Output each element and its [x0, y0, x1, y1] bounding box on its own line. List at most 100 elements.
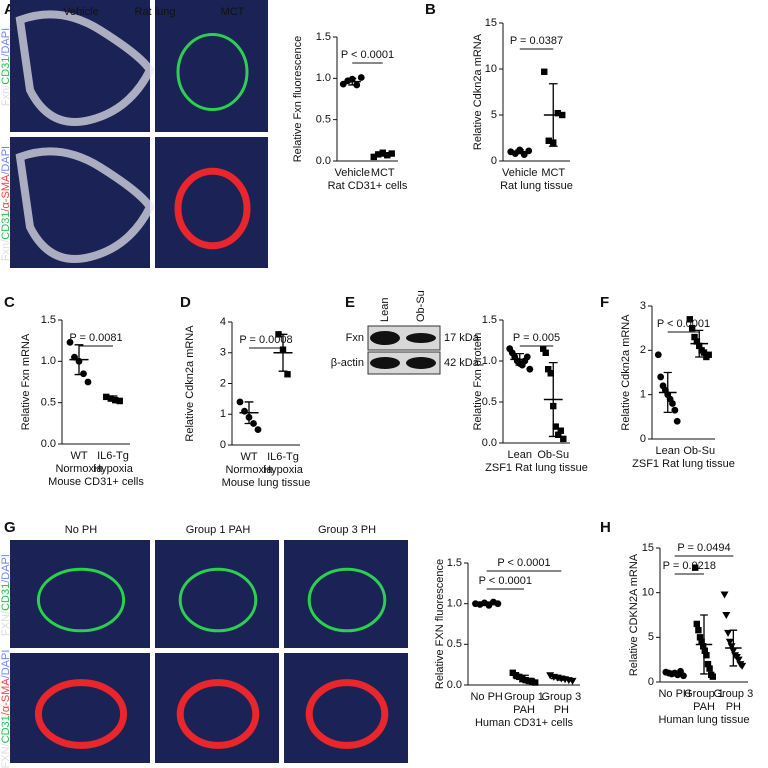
error-bar	[548, 83, 558, 147]
stain-part: /DAPI	[0, 650, 12, 679]
y-axis-label: Relative Cdkn2a mRNA	[472, 33, 484, 150]
data-point	[669, 400, 676, 407]
x-axis-label: Human lung tissue	[658, 714, 749, 726]
data-point	[560, 435, 567, 443]
data-point	[698, 638, 705, 645]
y-tick-label: 1	[220, 408, 226, 420]
error-bar	[108, 395, 118, 402]
data-point	[116, 397, 123, 405]
error-bar	[695, 329, 704, 358]
data-point	[724, 629, 733, 637]
vessel	[174, 167, 251, 250]
data-point	[692, 564, 699, 571]
y-tick-label: 15	[642, 542, 654, 554]
data-point	[275, 331, 282, 338]
data-point	[353, 81, 361, 89]
data-point	[80, 370, 87, 378]
band-size: 17 kDa	[444, 332, 480, 344]
data-point	[388, 150, 395, 157]
data-point	[66, 338, 74, 346]
data-point	[738, 662, 747, 670]
stain-part: CD31	[0, 212, 12, 240]
x-tick-label: IL6-Tg	[97, 450, 129, 462]
p-value: P = 0.0081	[69, 332, 122, 344]
error-bar	[519, 674, 529, 683]
y-tick-label: 2	[640, 344, 646, 356]
error-bar	[548, 361, 558, 438]
lane-label: Ob-Su	[415, 290, 427, 322]
data-point	[520, 151, 528, 158]
stain-label: FXN/CD31/α-SMA/DAPI	[0, 650, 12, 768]
error-bar	[729, 629, 738, 667]
panel-letter: A	[4, 1, 15, 18]
panel-letter: E	[345, 294, 355, 311]
data-point	[254, 426, 262, 434]
data-point	[654, 351, 662, 359]
y-tick-label: 0.5	[41, 397, 56, 409]
x-tick-label: WT	[240, 451, 257, 463]
p-value: P < 0.0001	[497, 557, 550, 569]
y-axis-label: Relative Fxn protein	[472, 333, 484, 431]
y-tick-label: 0	[220, 439, 226, 451]
data-point	[706, 665, 713, 672]
y-tick-label: 0.0	[447, 679, 462, 691]
data-point	[704, 660, 712, 668]
y-axis-label: Relative FXN fluorescence	[434, 559, 446, 689]
x-tick-sublabel: Normoxia	[55, 463, 103, 475]
data-point	[532, 679, 539, 686]
x-tick-sublabel: PH	[726, 701, 741, 713]
data-point	[691, 333, 698, 341]
data-point	[84, 378, 92, 386]
y-tick-label: 1.5	[482, 314, 497, 326]
data-point	[688, 324, 696, 332]
vessel	[178, 567, 258, 633]
y-tick-label: 3	[640, 300, 646, 312]
y-tick-label: 1.0	[447, 598, 462, 610]
data-point	[671, 406, 679, 414]
lane-label: Lean	[379, 298, 391, 322]
x-tick-label: IL6-Tg	[267, 451, 299, 463]
error-bar	[556, 676, 567, 681]
error-bar	[378, 152, 387, 157]
x-tick-label: Group 1	[504, 691, 544, 703]
data-point	[720, 591, 729, 599]
micrograph	[155, 0, 268, 132]
error-bar	[515, 149, 525, 155]
column-label: MCT	[221, 6, 245, 18]
data-point	[722, 612, 731, 619]
data-point	[696, 634, 704, 641]
data-point	[700, 643, 707, 650]
x-tick-label: No PH	[658, 688, 690, 700]
data-point	[568, 677, 577, 685]
data-point	[236, 398, 244, 406]
stain-label: Fxn/CD31/α-SMA/DAPI	[0, 146, 12, 261]
tissue	[15, 147, 155, 263]
data-point	[284, 371, 291, 378]
data-point	[701, 647, 708, 654]
x-axis-label: Human CD31+ cells	[475, 717, 574, 729]
stain-label: FXN/CD31/DAPI	[0, 554, 12, 636]
p-value: P = 0.0008	[239, 334, 292, 346]
data-point	[555, 431, 562, 438]
y-tick-label: 0.5	[482, 396, 497, 408]
data-point	[673, 417, 681, 425]
y-tick-label: 0.0	[41, 438, 56, 450]
stain-part: /α-SMA	[0, 174, 12, 212]
stain-part: FXN/	[0, 610, 12, 636]
y-tick-label: 1.5	[41, 314, 56, 326]
column-label: No PH	[65, 524, 97, 536]
y-tick-label: 0	[640, 433, 646, 445]
y-tick-label: 0.0	[316, 155, 331, 167]
data-point	[693, 338, 701, 345]
data-point	[494, 600, 502, 608]
data-point	[523, 353, 531, 361]
x-tick-label: No PH	[470, 691, 502, 703]
data-point	[725, 638, 734, 646]
data-point	[680, 672, 687, 680]
panel-letter: B	[425, 1, 436, 18]
column-header: Rat lung	[135, 6, 176, 18]
p-value: P = 0.005	[513, 332, 560, 344]
panel-letter: H	[600, 519, 611, 536]
band-size: 42 kDa	[444, 357, 480, 369]
error-bar	[700, 614, 708, 675]
